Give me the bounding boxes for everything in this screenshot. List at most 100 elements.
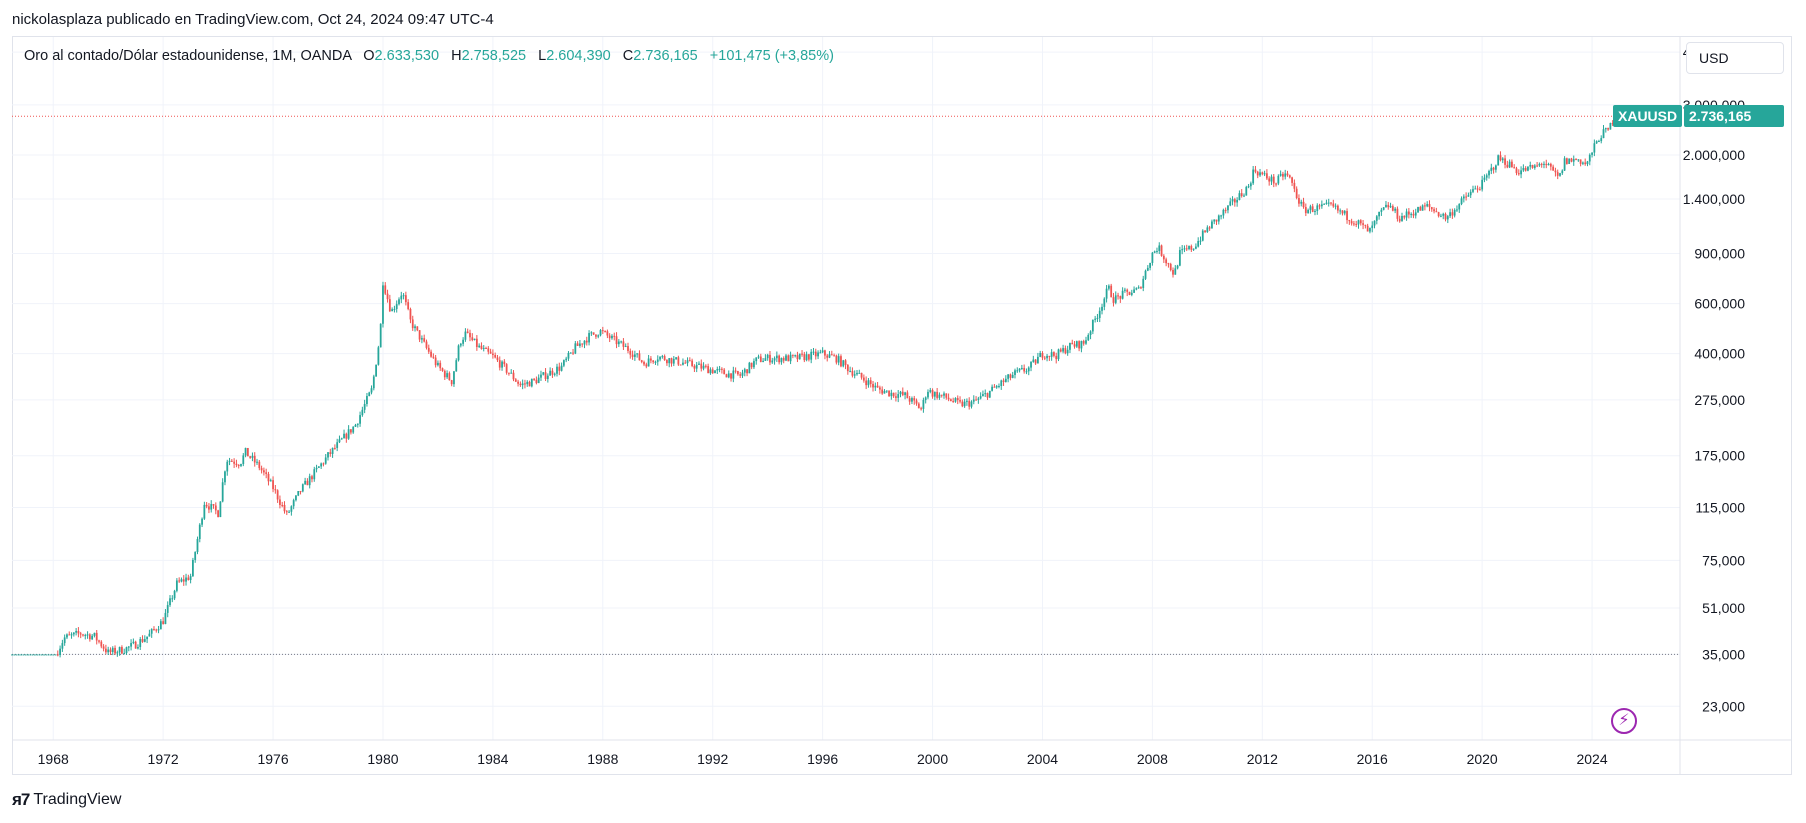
- candle: [88, 633, 91, 642]
- candle-body: [1304, 207, 1307, 214]
- candle: [1302, 197, 1305, 209]
- candle: [544, 368, 547, 382]
- candle: [118, 646, 121, 656]
- candle-body: [1075, 341, 1078, 347]
- candle-body: [1233, 199, 1236, 203]
- candle: [1476, 185, 1479, 193]
- candle: [72, 632, 75, 637]
- candle-body: [885, 390, 888, 392]
- candle: [542, 371, 545, 376]
- candle: [908, 395, 911, 405]
- candle: [212, 503, 215, 509]
- candle-body: [1282, 173, 1284, 177]
- candle: [1371, 221, 1374, 233]
- candle: [1517, 169, 1520, 176]
- candle: [1513, 164, 1516, 169]
- candle: [256, 458, 258, 465]
- candle-body: [224, 471, 226, 483]
- candle-body: [61, 643, 64, 649]
- candle: [372, 374, 375, 391]
- candle-body: [1211, 221, 1213, 229]
- candle-body: [47, 654, 50, 656]
- candle-body: [114, 647, 116, 654]
- candle-body: [1176, 265, 1179, 269]
- candle-body: [1366, 225, 1369, 232]
- candle: [228, 457, 231, 466]
- candle-body: [647, 358, 650, 367]
- candle: [70, 632, 73, 639]
- candle-body: [743, 369, 746, 373]
- candle-body: [175, 580, 178, 591]
- candle: [661, 354, 664, 359]
- candle-body: [1476, 188, 1479, 190]
- candle-body: [402, 295, 405, 297]
- candle-body: [1382, 207, 1385, 210]
- candle-body: [1158, 245, 1161, 251]
- candle: [1009, 373, 1012, 381]
- candle-body: [1110, 285, 1113, 298]
- candle: [906, 390, 909, 399]
- candle-body: [517, 381, 519, 384]
- candle: [327, 451, 329, 461]
- candle-body: [118, 647, 121, 653]
- candle: [192, 557, 194, 577]
- candle: [498, 356, 501, 371]
- candle: [698, 361, 700, 365]
- candle: [1195, 243, 1197, 250]
- candle-body: [127, 646, 130, 648]
- candle: [1559, 172, 1561, 177]
- candle-body: [366, 396, 368, 404]
- x-tick-label: 1984: [477, 751, 508, 767]
- candle: [1314, 208, 1316, 216]
- candle-body: [1020, 367, 1023, 369]
- candle-body: [572, 352, 574, 354]
- candle: [1014, 368, 1016, 379]
- candle-body: [1602, 129, 1605, 139]
- candle-body: [872, 383, 874, 388]
- candle: [93, 632, 96, 638]
- candle-body: [693, 365, 696, 369]
- candle-body: [1327, 202, 1330, 204]
- candle: [189, 573, 192, 584]
- candle: [249, 455, 252, 459]
- currency-button[interactable]: USD: [1686, 42, 1784, 74]
- candle-body: [1490, 167, 1493, 171]
- candle: [1423, 202, 1426, 211]
- symbol-title[interactable]: Oro al contado/Dólar estadounidense, 1M,…: [24, 48, 352, 64]
- candle-body: [1195, 246, 1197, 249]
- candle: [624, 343, 627, 348]
- candle-body: [824, 350, 826, 356]
- candle: [1124, 287, 1126, 293]
- candle: [1153, 250, 1156, 254]
- candle: [993, 384, 996, 388]
- candle: [677, 355, 680, 366]
- candle-body: [727, 373, 730, 378]
- candle: [1385, 201, 1387, 208]
- candle-body: [434, 357, 437, 366]
- candle-body: [1243, 195, 1245, 197]
- candle: [1220, 214, 1222, 220]
- brand-footer[interactable]: я7 TradingView: [12, 790, 121, 810]
- candle-body: [1240, 193, 1243, 197]
- candle: [430, 349, 432, 358]
- candle: [432, 353, 435, 359]
- candle: [404, 291, 407, 306]
- candle: [608, 333, 611, 343]
- candle-body: [437, 362, 439, 366]
- candle: [182, 575, 185, 586]
- candle-body: [633, 354, 636, 357]
- candle-body: [569, 352, 572, 354]
- candle: [1146, 265, 1149, 272]
- candle: [510, 369, 513, 374]
- candle-body: [1554, 170, 1557, 173]
- candle-body: [581, 343, 584, 345]
- candle-body: [1238, 193, 1241, 200]
- chart-frame[interactable]: [12, 36, 1792, 775]
- candle-body: [1520, 170, 1522, 175]
- candle: [727, 370, 730, 379]
- candle: [1469, 189, 1472, 198]
- candle-body: [414, 326, 416, 329]
- candle-body: [1272, 176, 1275, 184]
- lightning-icon[interactable]: ⚡: [1611, 708, 1637, 734]
